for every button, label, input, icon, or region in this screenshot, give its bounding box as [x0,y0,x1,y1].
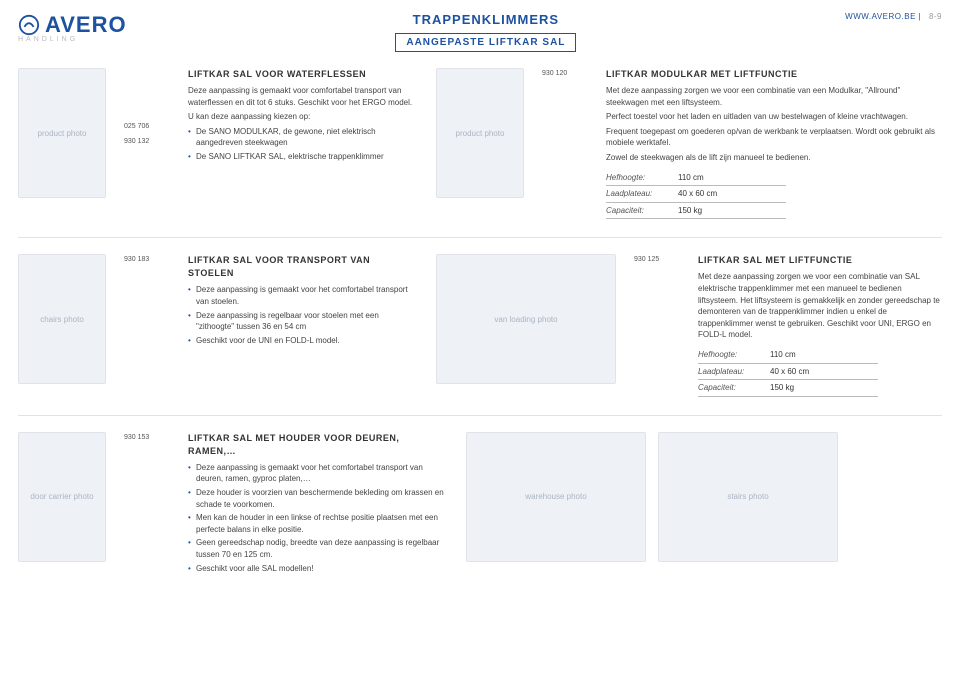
spec-key: Capaciteit: [606,205,678,217]
sku-code: 025 706 [124,123,170,130]
spec-value: 110 cm [678,172,786,184]
catalog-page: AVERO HANDLING TRAPPENKLIMMERS AANGEPAST… [0,0,960,594]
product-desc: Zowel de steekwagen als de lift zijn man… [606,152,942,164]
spec-row: Hefhoogte:110 cm [606,170,786,187]
bullet-item: Geen gereedschap nodig, breedte van deze… [188,537,448,560]
image-placeholder: door carrier photo [18,432,106,562]
product-photo-3: chairs photo [18,254,106,396]
page-mark: WWW.AVERO.BE | 8-9 [845,12,942,21]
spec-key: Hefhoogte: [698,349,770,361]
site-url: WWW.AVERO.BE [845,12,916,21]
bullet-item: Geschikt voor alle SAL modellen! [188,563,448,575]
spec-row: Laadplateau:40 x 60 cm [698,364,878,381]
product-photo-1: product photo [18,68,106,219]
product-desc: Met deze aanpassing zorgen we voor een c… [698,271,942,341]
spec-value: 150 kg [678,205,786,217]
row-3: door carrier photo 930 153 LIFTKAR SAL M… [18,432,942,576]
product-photo-5: door carrier photo [18,432,106,576]
spec-value: 40 x 60 cm [770,366,878,378]
spec-row: Laadplateau:40 x 60 cm [606,186,786,203]
header-titles: TRAPPENKLIMMERS AANGEPASTE LIFTKAR SAL [395,12,576,52]
spec-table: Hefhoogte:110 cm Laadplateau:40 x 60 cm … [606,170,786,220]
product-desc: Met deze aanpassing zorgen we voor een c… [606,85,942,108]
product-desc: U kan deze aanpassing kiezen op: [188,111,418,123]
bullet-item: Deze houder is voorzien van beschermende… [188,487,448,510]
spec-row: Capaciteit:150 kg [606,203,786,220]
sku-code: 930 183 [124,254,170,396]
spec-row: Capaciteit:150 kg [698,380,878,397]
product-desc: Deze aanpassing is gemaakt voor comforta… [188,85,418,108]
product-title: LIFTKAR MODULKAR MET LIFTFUNCTIE [606,68,942,81]
photo-group: warehouse photo stairs photo [466,432,838,576]
spec-key: Hefhoogte: [606,172,678,184]
row-1: product photo 025 706 930 132 LIFTKAR SA… [18,68,942,219]
bullet-item: Deze aanpassing is gemaakt voor het comf… [188,284,418,307]
bullet-item: De SANO LIFTKAR SAL, elektrische trappen… [188,151,418,163]
image-placeholder: chairs photo [18,254,106,384]
bullet-item: Men kan de houder in een linkse of recht… [188,512,448,535]
section-divider [18,415,942,416]
section-divider [18,237,942,238]
image-placeholder: warehouse photo [466,432,646,562]
bullet-list: De SANO MODULKAR, de gewone, niet elektr… [188,126,418,163]
image-placeholder: stairs photo [658,432,838,562]
spec-row: Hefhoogte:110 cm [698,347,878,364]
spec-key: Capaciteit: [698,382,770,394]
brand-icon [18,14,40,36]
bullet-item: Deze aanpassing is gemaakt voor het comf… [188,462,448,485]
spec-value: 40 x 60 cm [678,188,786,200]
product-photo-2: product photo [436,68,524,219]
sku-code: 930 125 [634,254,680,396]
spec-value: 150 kg [770,382,878,394]
spec-value: 110 cm [770,349,878,361]
product-title: LIFTKAR SAL VOOR TRANSPORT VAN STOELEN [188,254,418,280]
sku-code: 930 153 [124,432,170,576]
sku-code: 930 120 [542,68,588,219]
page-subtitle-tag: AANGEPASTE LIFTKAR SAL [395,33,576,52]
sku-code: 930 132 [124,138,170,145]
spec-table: Hefhoogte:110 cm Laadplateau:40 x 60 cm … [698,347,878,397]
top-bar: AVERO HANDLING TRAPPENKLIMMERS AANGEPAST… [18,12,942,52]
product-text-left: LIFTKAR SAL MET HOUDER VOOR DEUREN, RAME… [188,432,448,576]
brand-logo: AVERO HANDLING [18,12,127,43]
spec-key: Laadplateau: [698,366,770,378]
bullet-item: Deze aanpassing is regelbaar voor stoele… [188,310,418,333]
spec-key: Laadplateau: [606,188,678,200]
product-text-right: LIFTKAR MODULKAR MET LIFTFUNCTIE Met dez… [606,68,942,219]
product-text-left: LIFTKAR SAL VOOR TRANSPORT VAN STOELEN D… [188,254,418,396]
product-text-right: LIFTKAR SAL MET LIFTFUNCTIE Met deze aan… [698,254,942,396]
bullet-item: De SANO MODULKAR, de gewone, niet elektr… [188,126,418,149]
image-placeholder: van loading photo [436,254,616,384]
page-title: TRAPPENKLIMMERS [395,12,576,27]
brand-subtitle: HANDLING [18,36,78,43]
bullet-item: Geschikt voor de UNI en FOLD-L model. [188,335,418,347]
product-title: LIFTKAR SAL VOOR WATERFLESSEN [188,68,418,81]
brand-name-row: AVERO [18,12,127,38]
product-desc: Perfect toestel voor het laden en uitlad… [606,111,942,123]
row-2: chairs photo 930 183 LIFTKAR SAL VOOR TR… [18,254,942,396]
product-title: LIFTKAR SAL MET HOUDER VOOR DEUREN, RAME… [188,432,448,458]
page-number: 8-9 [929,12,942,21]
image-placeholder: product photo [436,68,524,198]
product-desc: Frequent toegepast om goederen op/van de… [606,126,942,149]
product-text-left: LIFTKAR SAL VOOR WATERFLESSEN Deze aanpa… [188,68,418,219]
bullet-list: Deze aanpassing is gemaakt voor het comf… [188,284,418,346]
product-title: LIFTKAR SAL MET LIFTFUNCTIE [698,254,942,267]
brand-name: AVERO [45,12,127,38]
bullet-list: Deze aanpassing is gemaakt voor het comf… [188,462,448,574]
image-placeholder: product photo [18,68,106,198]
product-codes: 025 706 930 132 [124,68,170,219]
product-photo-4: van loading photo [436,254,616,396]
